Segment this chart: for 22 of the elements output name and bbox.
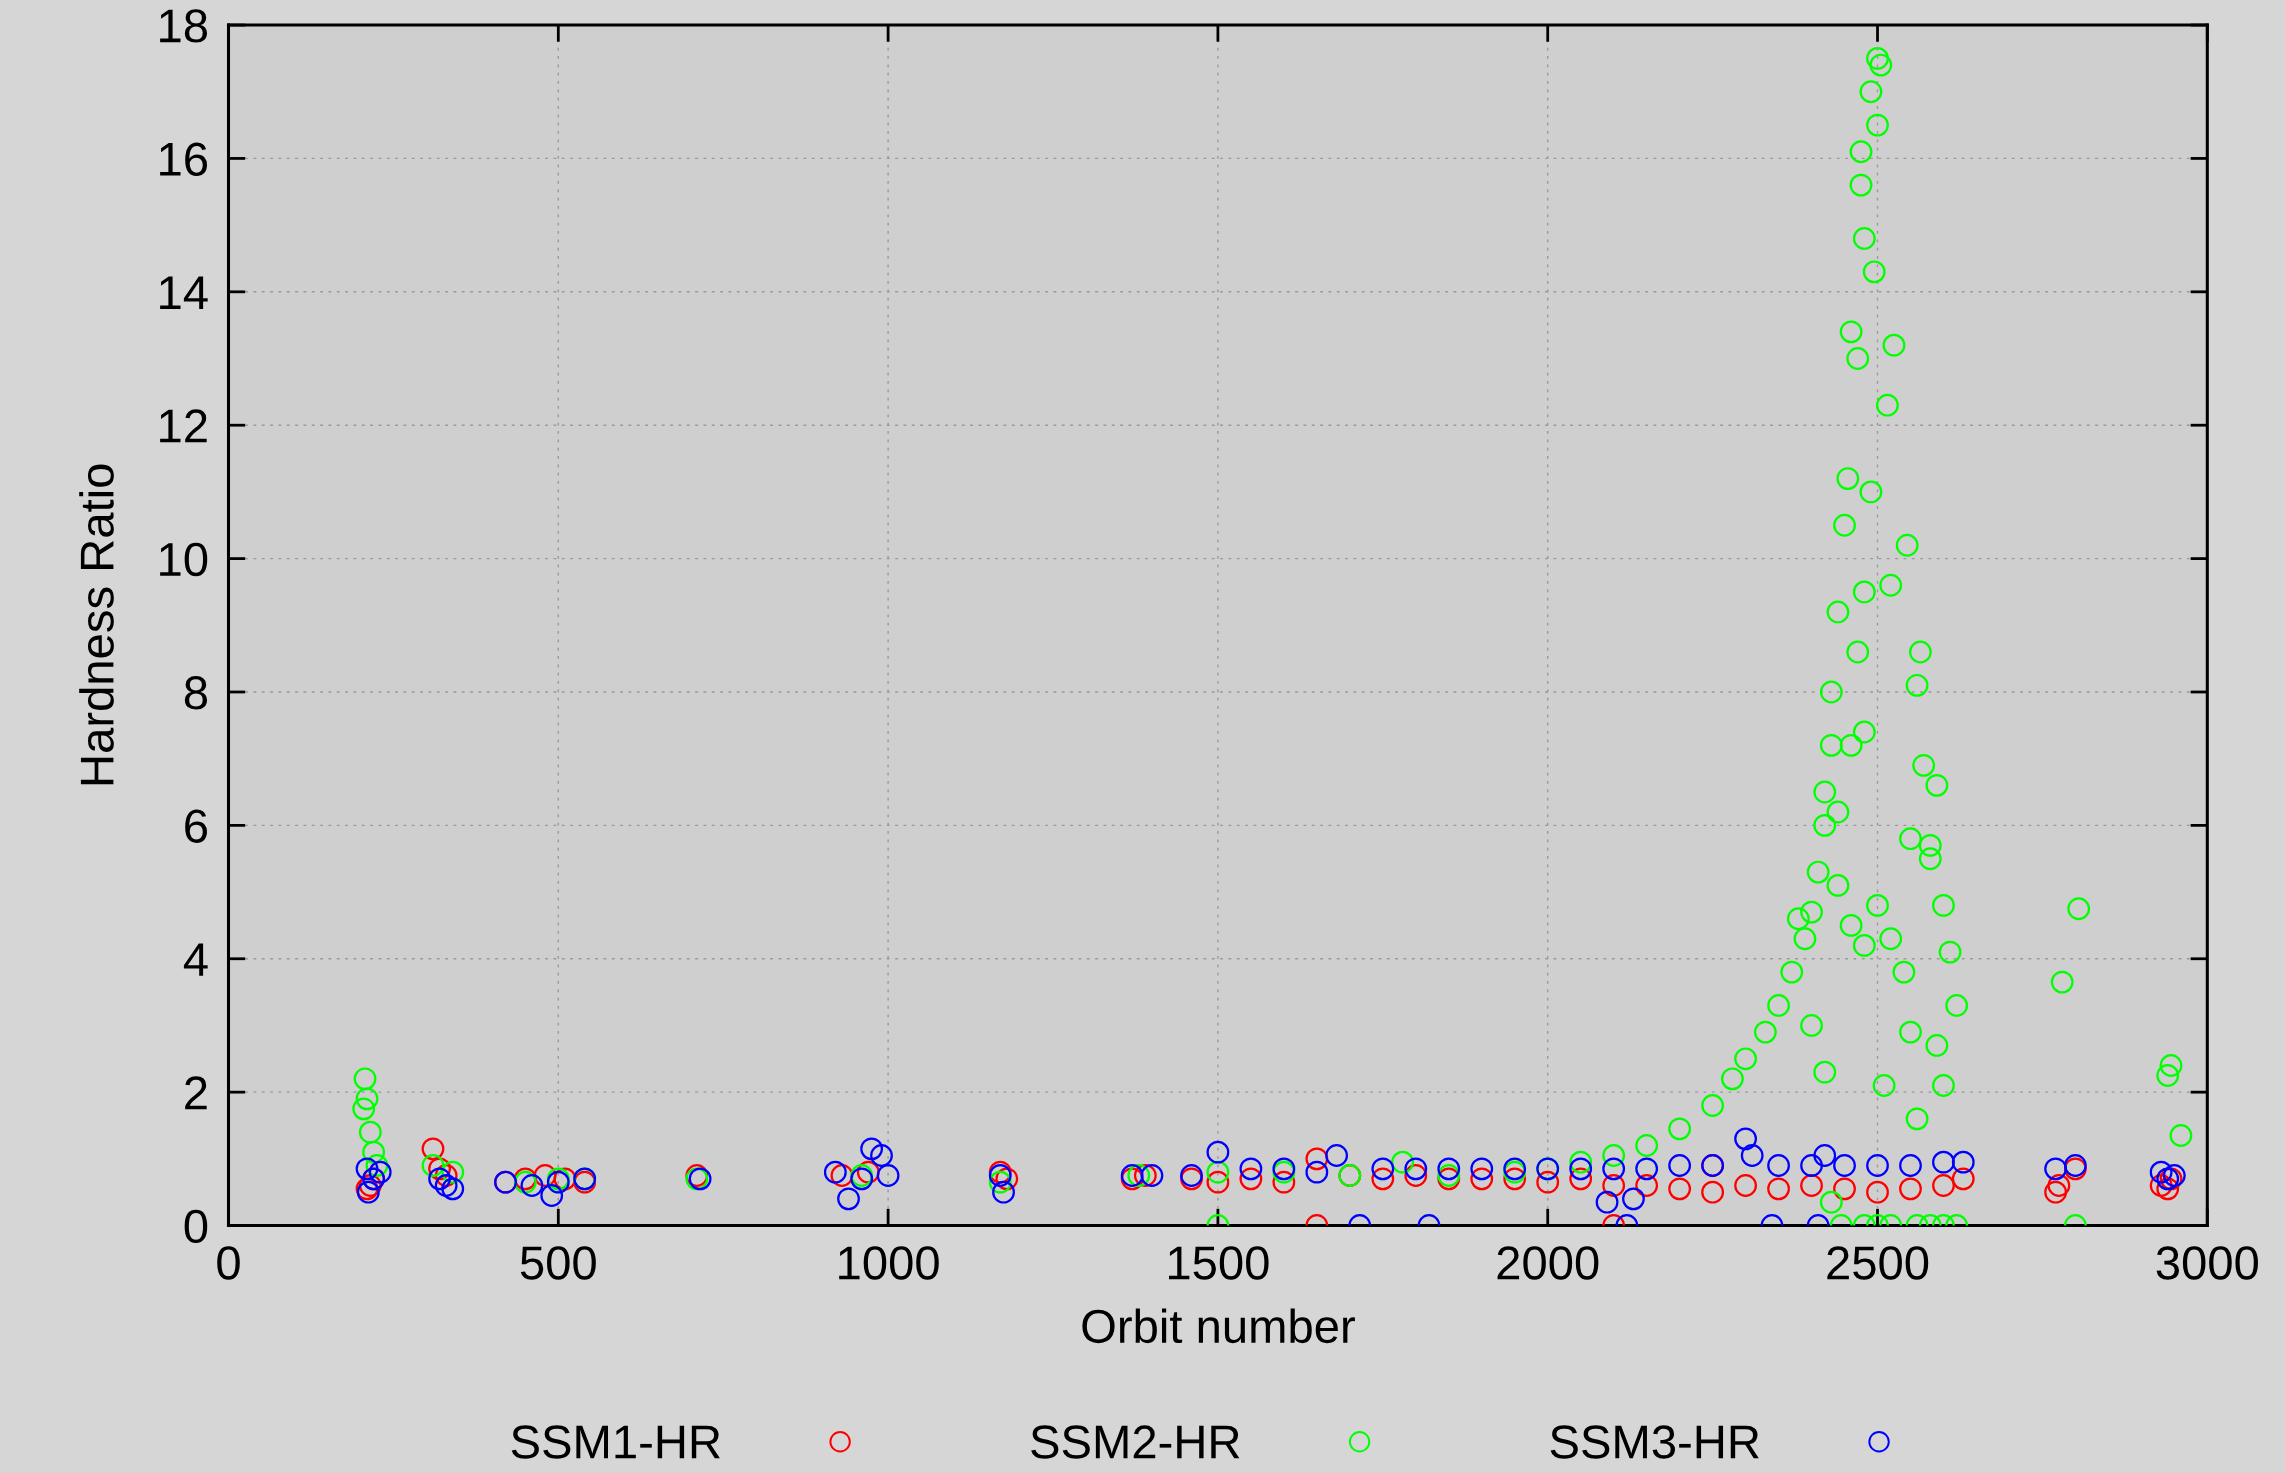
y-tick-label: 8 xyxy=(184,676,207,710)
y-tick-label: 12 xyxy=(160,409,207,443)
y-tick-label: 10 xyxy=(160,542,208,577)
y-tick-label: 14 xyxy=(160,276,208,309)
y-tick-label: 6 xyxy=(185,809,207,843)
y-tick-label: 0 xyxy=(184,1209,208,1244)
x-tick-label: 2500 xyxy=(1827,1246,1929,1280)
legend-label: SSM2-HR xyxy=(1031,1425,1240,1459)
y-tick-label: 4 xyxy=(183,943,208,976)
y-axis-title: Hardness Ratio xyxy=(79,464,114,785)
x-tick-label: 3000 xyxy=(2156,1246,2258,1280)
legend-label: SSM1-HR xyxy=(511,1425,720,1459)
legend-label: SSM3-HR xyxy=(1550,1425,1759,1459)
x-tick-label: 1000 xyxy=(839,1246,939,1280)
x-tick-label: 0 xyxy=(217,1246,240,1280)
x-tick-label: 2000 xyxy=(1497,1246,1599,1280)
y-tick-label: 2 xyxy=(185,1076,207,1110)
y-tick-label: 18 xyxy=(160,9,208,43)
x-axis-title: Orbit number xyxy=(1082,1308,1355,1344)
x-tick-label: 1500 xyxy=(1168,1246,1269,1280)
y-tick-label: 16 xyxy=(160,142,207,176)
x-tick-label: 500 xyxy=(520,1246,596,1280)
